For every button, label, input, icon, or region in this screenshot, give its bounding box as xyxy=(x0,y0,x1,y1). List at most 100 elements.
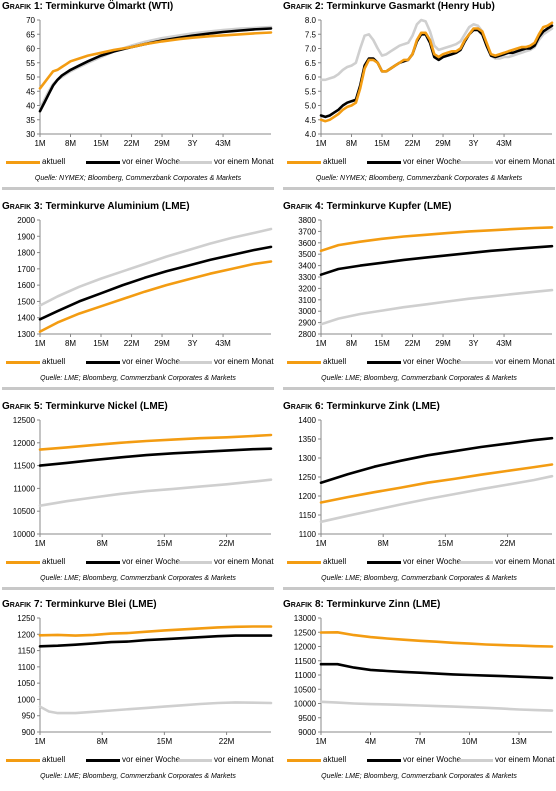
legend-swatch xyxy=(6,561,40,564)
x-tick-label: 15M xyxy=(93,139,109,148)
legend-swatch xyxy=(178,561,212,564)
series-aktuell xyxy=(38,260,273,333)
legend-swatch xyxy=(6,361,40,364)
chart-title: Grafik 7: Terminkurve Blei (LME) xyxy=(2,599,157,610)
x-tick-label: 1M xyxy=(34,539,45,548)
y-tick-label: 35 xyxy=(26,116,35,125)
series-vor-einer-woche xyxy=(319,244,554,277)
series-vor-einem-monat xyxy=(38,227,273,307)
chart-title: Grafik 1: Terminkurve Ölmarkt (WTI) xyxy=(2,1,174,12)
y-tick-label: 6.0 xyxy=(305,73,317,82)
y-tick-label: 8.0 xyxy=(305,16,317,25)
y-tick-label: 1400 xyxy=(17,314,35,323)
x-tick-label: 15M xyxy=(438,539,454,548)
x-tick-label: 22M xyxy=(124,339,140,348)
legend-swatch xyxy=(459,161,493,164)
x-tick-label: 8M xyxy=(346,139,357,148)
chart-plot: 900 950 1000 1050 1100 1150 1200 1250 1M 8M 15M 22M xyxy=(2,614,274,752)
y-tick-label: 3800 xyxy=(298,216,316,225)
x-tick-label: 15M xyxy=(157,539,173,548)
y-tick-label: 3600 xyxy=(298,239,316,248)
chart-panel-2: Grafik 2: Terminkurve Gasmarkt (Henry Hu… xyxy=(283,0,555,193)
legend-swatch xyxy=(287,161,321,164)
y-tick-label: 1000 xyxy=(17,695,35,704)
chart-title: Grafik 3: Terminkurve Aluminium (LME) xyxy=(2,201,190,212)
chart-legend: aktuell vor einer Woche vor einem Monat xyxy=(2,356,274,368)
series-vor-einer-woche xyxy=(38,447,273,467)
y-tick-label: 40 xyxy=(26,102,35,111)
chart-legend: aktuell vor einer Woche vor einem Monat xyxy=(283,356,555,368)
divider xyxy=(2,587,274,590)
divider xyxy=(283,187,555,190)
x-tick-label: 22M xyxy=(124,139,140,148)
x-tick-label: 15M xyxy=(157,737,173,746)
series-aktuell xyxy=(319,21,554,123)
y-tick-label: 10000 xyxy=(294,700,317,709)
x-tick-label: 29M xyxy=(435,139,451,148)
legend-swatch xyxy=(459,759,493,762)
chart-svg: 10000 10500 11000 11500 12000 12500 1M 8M 15M 22M xyxy=(13,416,273,548)
chart-plot: 2800 2900 3000 3100 3200 3300 3400 3500 3600 3700… xyxy=(283,216,555,354)
y-tick-label: 9500 xyxy=(298,714,316,723)
legend-swatch xyxy=(287,759,321,762)
chart-legend: aktuell vor einer Woche vor einem Monat xyxy=(2,556,274,568)
x-tick-label: 1M xyxy=(315,539,326,548)
x-tick-label: 22M xyxy=(405,139,421,148)
series-aktuell xyxy=(38,625,273,637)
chart-source: Quelle: LME; Bloomberg, Commerzbank Corp… xyxy=(321,773,517,780)
y-tick-label: 1350 xyxy=(298,435,316,444)
x-tick-label: 8M xyxy=(65,339,76,348)
series-vor-einer-woche xyxy=(38,634,273,648)
y-tick-label: 3100 xyxy=(298,296,316,305)
legend-swatch xyxy=(367,361,401,364)
legend-swatch xyxy=(86,759,120,762)
chart-legend: aktuell vor einer Woche vor einem Monat xyxy=(283,754,555,766)
y-tick-label: 1250 xyxy=(17,614,35,623)
y-tick-label: 3500 xyxy=(298,250,316,259)
series-vor-einer-woche xyxy=(319,662,554,680)
y-tick-label: 900 xyxy=(22,728,36,737)
divider xyxy=(2,387,274,390)
divider xyxy=(283,587,555,590)
chart-title: Grafik 5: Terminkurve Nickel (LME) xyxy=(2,401,168,412)
y-tick-label: 12000 xyxy=(13,439,36,448)
y-tick-label: 3000 xyxy=(298,307,316,316)
x-tick-label: 3Y xyxy=(188,339,198,348)
x-tick-label: 43M xyxy=(215,139,231,148)
x-tick-label: 15M xyxy=(374,339,390,348)
y-tick-label: 60 xyxy=(26,45,35,54)
y-tick-label: 13000 xyxy=(294,614,317,623)
x-tick-label: 29M xyxy=(435,339,451,348)
chart-panel-3: Grafik 3: Terminkurve Aluminium (LME) 13… xyxy=(2,200,274,393)
y-tick-label: 2000 xyxy=(17,216,35,225)
x-tick-label: 1M xyxy=(315,339,326,348)
chart-svg: 9000 9500 10000 10500 11000 11500 12000 12500 13… xyxy=(294,614,554,746)
y-tick-label: 11000 xyxy=(13,484,35,493)
chart-plot: 9000 9500 10000 10500 11000 11500 12000 12500 13… xyxy=(283,614,555,752)
legend-swatch xyxy=(6,759,40,762)
chart-svg: 2800 2900 3000 3100 3200 3300 3400 3500 3600 3700… xyxy=(298,216,554,348)
y-tick-label: 11500 xyxy=(294,657,316,666)
x-tick-label: 8M xyxy=(346,339,357,348)
y-tick-label: 5.0 xyxy=(305,102,317,111)
x-tick-label: 22M xyxy=(405,339,421,348)
chart-panel-6: Grafik 6: Terminkurve Zink (LME) 1100 115… xyxy=(283,400,555,593)
y-tick-label: 3400 xyxy=(298,262,316,271)
y-tick-label: 55 xyxy=(26,59,35,68)
y-tick-label: 1100 xyxy=(299,530,317,539)
y-tick-label: 10500 xyxy=(294,685,317,694)
x-tick-label: 22M xyxy=(219,539,235,548)
x-tick-label: 1M xyxy=(315,139,326,148)
series-vor-einem-monat xyxy=(319,474,554,524)
series-vor-einem-monat xyxy=(319,700,554,712)
y-tick-label: 6.5 xyxy=(305,59,317,68)
chart-plot: 1300 1400 1500 1600 1700 1800 1900 2000 1M 8M 15M 2… xyxy=(2,216,274,354)
legend-swatch xyxy=(287,561,321,564)
chart-panel-7: Grafik 7: Terminkurve Blei (LME) 900 950 1… xyxy=(2,598,274,791)
y-tick-label: 1800 xyxy=(17,249,35,258)
chart-legend: aktuell vor einer Woche vor einem Monat xyxy=(283,156,555,168)
series-aktuell xyxy=(319,226,554,253)
x-tick-label: 1M xyxy=(315,737,326,746)
series-vor-einer-woche xyxy=(38,245,273,321)
y-tick-label: 3300 xyxy=(298,273,316,282)
